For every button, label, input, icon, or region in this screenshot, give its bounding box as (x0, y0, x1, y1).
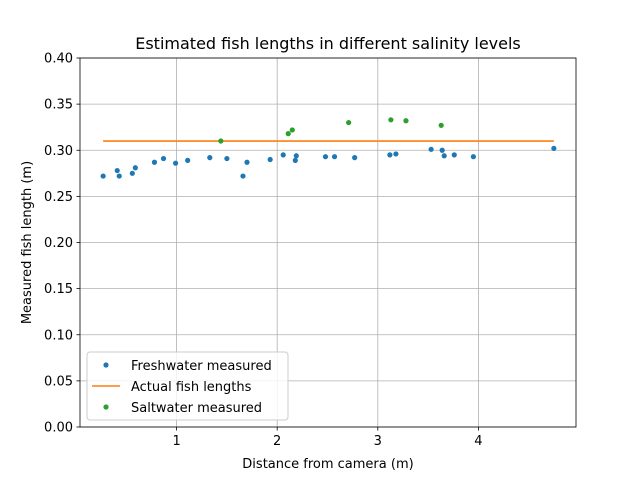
data-point-saltwater (218, 138, 224, 144)
data-point-freshwater (160, 155, 167, 162)
y-tick-label: 0.15 (44, 282, 73, 297)
y-tick-label: 0.00 (44, 421, 73, 436)
data-point-freshwater (551, 145, 557, 152)
y-tick-label: 0.20 (44, 236, 73, 251)
data-point-freshwater (322, 154, 329, 160)
x-axis-label: Distance from camera (m) (242, 457, 413, 472)
chart-title: Estimated fish lengths in different sali… (135, 34, 521, 53)
data-point-saltwater (289, 127, 295, 133)
data-point-freshwater (267, 156, 273, 163)
data-point-freshwater (224, 155, 230, 162)
data-point-saltwater (388, 117, 394, 123)
data-point-freshwater (393, 151, 399, 157)
data-point-freshwater (244, 159, 250, 165)
data-point-freshwater (352, 155, 358, 161)
data-point-freshwater (240, 173, 246, 179)
data-point-freshwater (132, 165, 138, 171)
data-point-freshwater (387, 152, 393, 158)
data-point-freshwater (439, 147, 445, 153)
data-point-freshwater (129, 170, 135, 176)
data-point-freshwater (116, 173, 122, 179)
data-point-freshwater (451, 152, 457, 158)
legend-marker-saltwater (103, 404, 109, 410)
y-tick-label: 0.35 (44, 98, 73, 113)
x-tick-label: 3 (374, 434, 382, 449)
y-tick-label: 0.40 (44, 52, 73, 67)
data-point-saltwater (285, 131, 291, 137)
x-tick-label: 1 (172, 434, 180, 449)
legend-label-freshwater: Freshwater measured (131, 359, 272, 374)
x-tick-label: 4 (474, 434, 482, 449)
y-tick-label: 0.30 (44, 144, 73, 159)
data-point-freshwater (428, 146, 434, 152)
data-point-saltwater (403, 118, 409, 124)
data-point-freshwater (292, 157, 298, 163)
legend-box (86, 351, 289, 421)
data-point-saltwater (438, 122, 444, 128)
data-point-freshwater (185, 157, 191, 163)
grid (80, 57, 576, 428)
ticks: 1 2 3 4 0.00 0.05 0.10 0.15 0.20 0.25 0.30 0.35 0.40 (44, 52, 483, 450)
legend-label-saltwater: Saltwater measured (131, 401, 262, 416)
data-point-freshwater (100, 173, 106, 179)
y-tick-label: 0.05 (44, 374, 73, 389)
data-point-saltwater (346, 119, 352, 126)
legend-marker-freshwater (103, 362, 109, 368)
data-point-freshwater (280, 152, 286, 158)
data-point-freshwater (293, 153, 299, 159)
data-point-freshwater (331, 154, 338, 160)
data-point-freshwater (441, 153, 447, 159)
data-point-freshwater (207, 155, 213, 161)
y-axis-label: Measured fish length (m) (20, 161, 35, 324)
y-tick-label: 0.10 (44, 328, 73, 343)
plot-data (100, 117, 557, 179)
legend: Freshwater measured Actual fish lengths … (86, 351, 289, 421)
x-tick-label: 2 (273, 434, 281, 449)
legend-label-actual: Actual fish lengths (131, 380, 252, 395)
data-point-freshwater (114, 167, 120, 174)
data-point-freshwater (151, 159, 158, 165)
y-tick-label: 0.25 (44, 190, 73, 205)
data-point-freshwater (172, 160, 179, 166)
data-point-freshwater (470, 154, 476, 160)
